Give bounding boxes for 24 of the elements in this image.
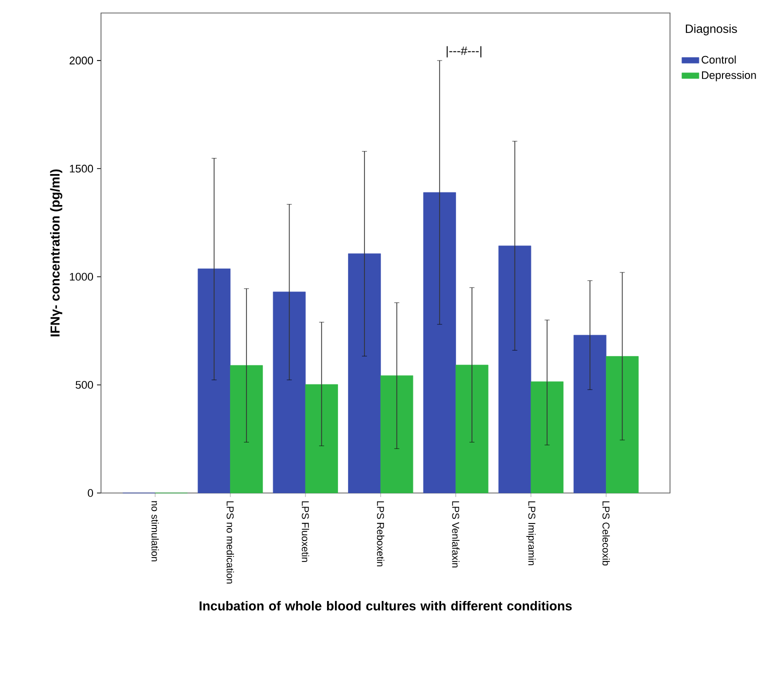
y-tick-label: 1500 xyxy=(70,164,94,173)
bar xyxy=(498,246,532,494)
bar xyxy=(198,268,230,494)
x-tick-label: LPS Imipramin xyxy=(526,501,536,566)
legend-title: Diagnosis xyxy=(686,24,737,36)
x-tick-label: LPS Venlafaxin xyxy=(452,501,460,568)
y-tick-label: 500 xyxy=(76,381,94,389)
bar xyxy=(348,253,381,494)
y-axis-title: IFNγ- concentration (pg/ml) xyxy=(50,169,62,336)
bar xyxy=(272,292,306,494)
x-tick-label: LPS Celecoxib xyxy=(602,501,610,566)
x-tick-label: LPS Fluoxetin xyxy=(302,501,310,562)
annotation: |---#---| xyxy=(446,46,482,58)
legend-label: Depression xyxy=(702,70,756,82)
x-axis-title: Incubation of whole blood cultures with different conditions xyxy=(200,600,572,610)
bar xyxy=(574,334,606,494)
y-tick-label: 2000 xyxy=(70,56,94,64)
x-tick-label: LPS no medication xyxy=(226,501,234,584)
x-tick-label: no stimulation xyxy=(151,501,159,562)
bar xyxy=(423,192,456,494)
y-tick-label: 0 xyxy=(88,489,94,497)
y-tick-label: 1000 xyxy=(70,272,94,281)
x-tick-label: LPS Reboxetin xyxy=(376,501,384,566)
legend-label: Control xyxy=(702,56,736,64)
